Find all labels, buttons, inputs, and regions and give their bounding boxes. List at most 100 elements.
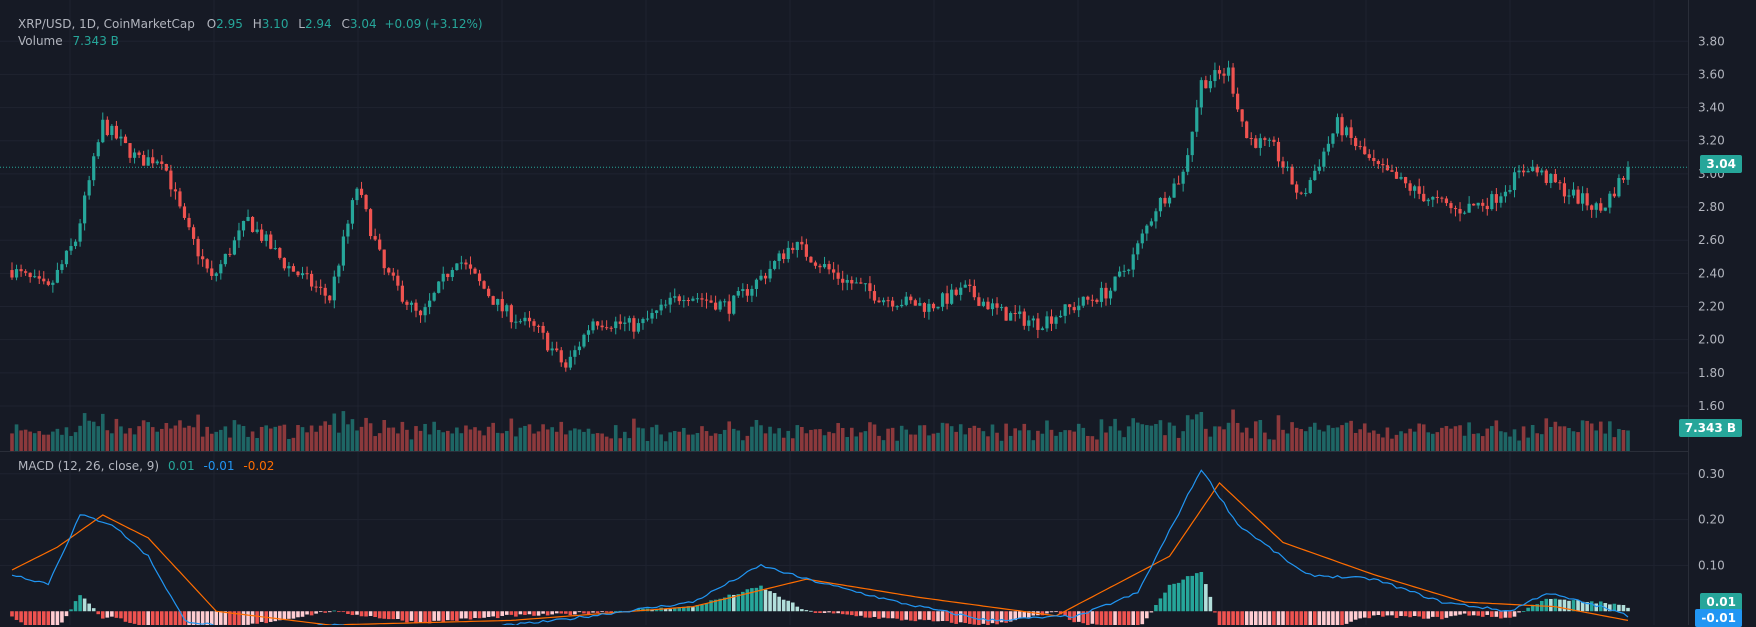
macd-histogram-bar xyxy=(922,611,927,621)
macd-histogram-bar xyxy=(1303,611,1308,625)
macd-histogram-bar xyxy=(32,611,37,625)
price-axis-tick-label: 2.00 xyxy=(1698,333,1725,347)
volume-bar xyxy=(700,426,704,451)
macd-axis[interactable]: 0.30 0.20 0.10 xyxy=(1698,467,1725,573)
candle-body xyxy=(1317,166,1321,171)
macd-histogram-bar xyxy=(1371,611,1376,616)
candle-body xyxy=(450,270,454,278)
candle-body xyxy=(182,206,187,218)
candle-body xyxy=(986,301,990,310)
volume-bar xyxy=(759,425,763,451)
macd-histogram-bar xyxy=(150,611,155,625)
macd-histogram-bar xyxy=(563,611,568,614)
volume-bar xyxy=(731,428,736,451)
candle-body xyxy=(1472,203,1476,206)
candle-body xyxy=(405,301,409,305)
candle-body xyxy=(1167,197,1172,204)
volume-bar xyxy=(1562,426,1567,451)
macd-histogram-bar xyxy=(1185,576,1190,612)
candle-body xyxy=(1626,167,1630,180)
volume-bar xyxy=(1598,421,1603,451)
candle-body xyxy=(682,300,686,302)
candle-body xyxy=(546,332,550,351)
volume-bar xyxy=(1512,429,1517,451)
volume-bar xyxy=(1458,425,1462,451)
macd-histogram-bar xyxy=(28,611,32,625)
macd-histogram-bar xyxy=(763,589,768,612)
volume-bar xyxy=(41,434,46,451)
macd-histogram-bar xyxy=(414,611,418,624)
macd-histogram-bar xyxy=(486,611,491,617)
volume-bar xyxy=(241,425,246,451)
volume-bar xyxy=(1240,432,1244,451)
price-axis[interactable]: 3.803.603.403.203.002.802.602.402.202.00… xyxy=(1698,34,1725,413)
candle-body xyxy=(1340,117,1344,136)
candle-body xyxy=(1163,197,1167,204)
volume-bar xyxy=(949,426,954,451)
macd-histogram-bar xyxy=(1462,611,1467,614)
macd-histogram-bar xyxy=(700,604,704,612)
candle-body xyxy=(73,241,78,247)
volume-bar xyxy=(1031,440,1036,451)
candle-body xyxy=(1358,146,1362,148)
macd-histogram-bar xyxy=(1326,611,1331,625)
candle-body xyxy=(123,136,128,144)
candle-body xyxy=(1136,243,1140,255)
volume-bar xyxy=(763,433,768,451)
candle-body xyxy=(396,275,400,286)
candle-body xyxy=(10,270,14,278)
candle-body xyxy=(1354,137,1358,147)
macd-histogram-bar xyxy=(123,611,128,622)
macd-histogram-bar xyxy=(741,591,745,612)
volume-bar xyxy=(695,433,700,451)
macd-histogram-bar xyxy=(491,611,495,617)
candle-body xyxy=(1276,141,1281,162)
volume-label[interactable]: Volume xyxy=(18,34,63,48)
volume-bar xyxy=(405,429,409,451)
macd-histogram-bar xyxy=(1049,611,1054,613)
macd-histogram-bar xyxy=(545,611,550,616)
macd-histogram-bar xyxy=(568,611,573,615)
price-axis-tick-label: 3.60 xyxy=(1698,67,1725,81)
volume-bar xyxy=(1589,423,1594,451)
candle-body xyxy=(291,266,296,272)
candle-body xyxy=(337,265,341,277)
macd-histogram-bar xyxy=(445,611,450,621)
volume-bar xyxy=(341,411,346,451)
macd-histogram-bar xyxy=(1476,611,1481,616)
volume-value: 7.343 B xyxy=(72,34,119,48)
macd-histogram-bar xyxy=(355,611,359,615)
volume-bar xyxy=(287,439,291,451)
macd-histogram-bar xyxy=(663,608,668,612)
macd-histogram-bar xyxy=(1535,604,1540,612)
volume-bar xyxy=(931,433,936,451)
low-label: L xyxy=(298,17,305,31)
symbol-title[interactable]: XRP/USD, 1D, CoinMarketCap xyxy=(18,17,195,31)
macd-histogram-bar xyxy=(536,611,541,616)
volume-bar xyxy=(1476,433,1481,451)
volume-bar xyxy=(273,426,278,451)
macd-histogram-bar xyxy=(1480,611,1485,617)
candle-body xyxy=(1195,107,1199,132)
macd-histogram-bar xyxy=(96,611,101,615)
macd-histogram-bar xyxy=(718,598,722,612)
volume-bar xyxy=(468,429,473,451)
macd-histogram-bar xyxy=(1285,611,1290,625)
candle-body xyxy=(1512,172,1517,191)
macd-histogram-bar xyxy=(1421,611,1426,619)
macd-histogram-bar xyxy=(305,611,309,615)
macd-histogram-bar xyxy=(268,611,273,622)
candle-body xyxy=(409,302,414,305)
candle-body xyxy=(78,223,82,242)
macd-label[interactable]: MACD (12, 26, close, 9) xyxy=(18,459,160,473)
volume-bar xyxy=(1172,425,1176,451)
macd-histogram-bar xyxy=(1490,611,1494,617)
macd-histogram-bar xyxy=(936,611,940,622)
macd-histogram-bar xyxy=(323,611,328,613)
candle-body xyxy=(736,291,740,296)
volume-bar xyxy=(1521,426,1526,451)
macd-histogram-bar xyxy=(1444,611,1449,618)
price-axis-tick-label: 3.80 xyxy=(1698,34,1725,48)
candle-body xyxy=(718,301,722,310)
